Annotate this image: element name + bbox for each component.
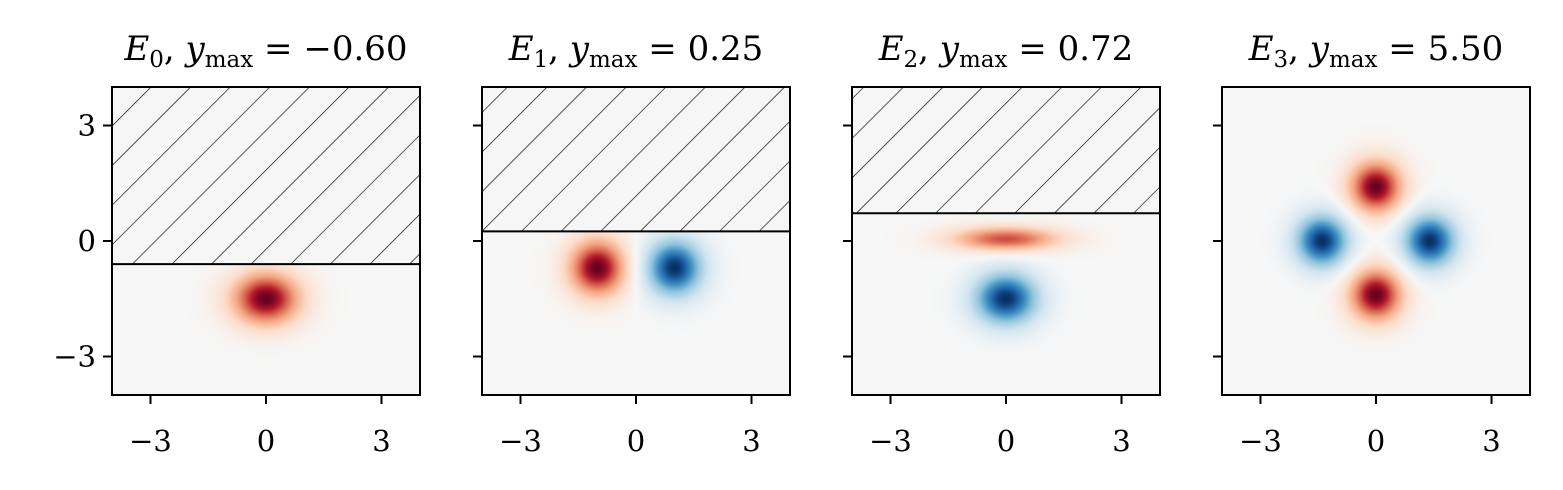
subplot-title: E3, ymax = 5.50 (1248, 29, 1504, 73)
heatmap-image-3 (1222, 87, 1530, 395)
x-tick-label: 0 (1367, 424, 1385, 458)
subplot-1: −3 0 3 E1, ymax = 0.25 (473, 29, 791, 458)
x-tick-label: 3 (372, 424, 390, 458)
x-tick-label: 3 (1482, 424, 1500, 458)
y-tick-label: −3 (53, 340, 96, 374)
x-tick-label: 0 (257, 424, 275, 458)
x-tick-label: −3 (499, 424, 542, 458)
forbidden-region-hatch (112, 87, 420, 265)
x-tick-label: −3 (869, 424, 912, 458)
subplot-title: E2, ymax = 0.72 (878, 29, 1134, 73)
forbidden-region-hatch (482, 87, 790, 232)
subplot-title: E0, ymax = −0.60 (123, 29, 407, 73)
subplot-0: −3 0 3 −3 0 3 E0, ymax = −0.60 (53, 29, 421, 458)
x-tick-label: 0 (997, 424, 1015, 458)
y-tick-label: 3 (78, 109, 96, 143)
forbidden-region-hatch (852, 87, 1160, 214)
subplot-title: E1, ymax = 0.25 (508, 29, 764, 73)
subplot-2: −3 0 3 E2, ymax = 0.72 (843, 29, 1161, 458)
x-tick-label: 3 (1112, 424, 1130, 458)
x-tick-label: −3 (129, 424, 172, 458)
subplot-3: −3 0 3 E3, ymax = 5.50 (1213, 29, 1531, 458)
y-tick-label: 0 (78, 224, 96, 258)
x-tick-label: −3 (1239, 424, 1282, 458)
x-tick-label: 3 (742, 424, 760, 458)
x-tick-label: 0 (627, 424, 645, 458)
